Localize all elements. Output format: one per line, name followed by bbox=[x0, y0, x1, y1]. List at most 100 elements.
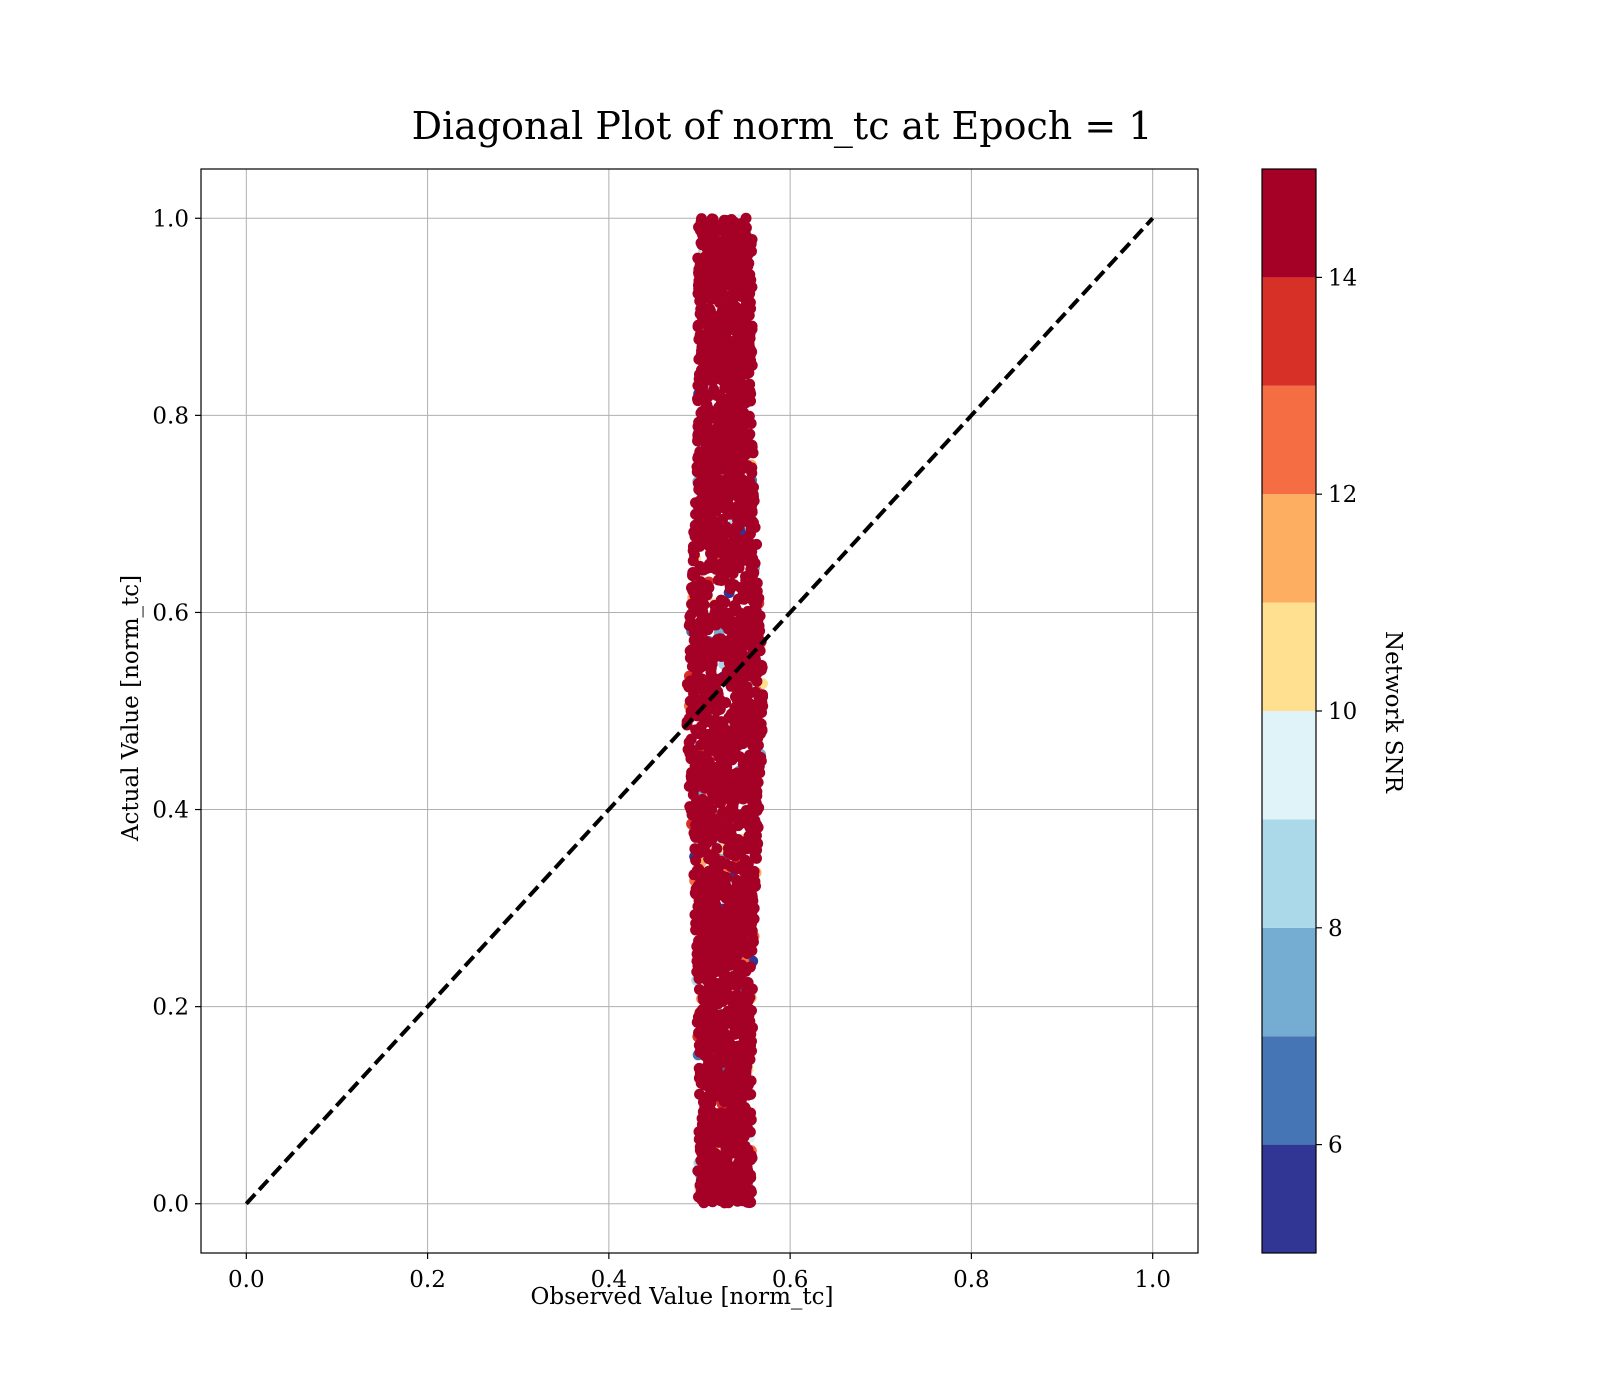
scatter-point bbox=[706, 803, 718, 815]
scatter-point bbox=[726, 234, 738, 246]
scatter-point bbox=[737, 793, 749, 805]
colorbar-segment bbox=[1262, 819, 1316, 928]
scatter-point bbox=[698, 736, 710, 748]
scatter-point bbox=[705, 450, 717, 462]
scatter-point bbox=[740, 993, 752, 1005]
scatter-point bbox=[747, 491, 759, 503]
scatter-point bbox=[746, 515, 758, 527]
scatter-point bbox=[743, 876, 755, 888]
scatter-point bbox=[723, 725, 735, 737]
scatter-point bbox=[711, 951, 723, 963]
scatter-point bbox=[728, 746, 740, 758]
scatter-point bbox=[712, 562, 724, 574]
scatter-point bbox=[710, 1177, 722, 1189]
scatter-point bbox=[704, 660, 716, 672]
y-tick-label: 0.4 bbox=[152, 798, 189, 824]
y-tick-label: 0.0 bbox=[152, 1192, 189, 1218]
scatter-point bbox=[725, 825, 737, 837]
scatter-point bbox=[683, 681, 695, 693]
scatter-point bbox=[748, 865, 760, 877]
scatter-point bbox=[734, 475, 746, 487]
scatter-point bbox=[705, 1056, 717, 1068]
scatter-point bbox=[729, 795, 741, 807]
scatter-point bbox=[706, 1000, 718, 1012]
scatter-point bbox=[730, 632, 742, 644]
scatter-point bbox=[695, 536, 707, 548]
scatter-point bbox=[719, 492, 731, 504]
scatter-point bbox=[699, 436, 711, 448]
scatter-point bbox=[719, 874, 731, 886]
scatter-point bbox=[714, 541, 726, 553]
scatter-point bbox=[727, 910, 739, 922]
scatter-point bbox=[718, 914, 730, 926]
scatter-point bbox=[729, 416, 741, 428]
scatter-point bbox=[737, 426, 749, 438]
scatter-point bbox=[743, 257, 755, 269]
scatter-point bbox=[687, 652, 699, 664]
scatter-point bbox=[724, 884, 736, 896]
scatter-point bbox=[714, 238, 726, 250]
scatter-point bbox=[720, 311, 732, 323]
scatter-point bbox=[725, 708, 737, 720]
scatter-point bbox=[715, 474, 727, 486]
scatter-point bbox=[721, 924, 733, 936]
scatter-point bbox=[707, 213, 719, 225]
scatter-point bbox=[750, 852, 762, 864]
scatter-point bbox=[706, 427, 718, 439]
scatter-point bbox=[724, 560, 736, 572]
scatter-point bbox=[742, 501, 754, 513]
scatter-point bbox=[703, 1186, 715, 1198]
colorbar-segment bbox=[1262, 602, 1316, 711]
scatter-point bbox=[700, 506, 712, 518]
scatter-point bbox=[694, 446, 706, 458]
scatter-point bbox=[739, 344, 751, 356]
colorbar-segment bbox=[1262, 1144, 1316, 1253]
scatter-point bbox=[687, 789, 699, 801]
scatter-point bbox=[695, 237, 707, 249]
scatter-point bbox=[693, 221, 705, 233]
scatter-point bbox=[709, 599, 721, 611]
scatter-point bbox=[714, 1132, 726, 1144]
scatter-point bbox=[698, 564, 710, 576]
scatter-point bbox=[740, 670, 752, 682]
scatter-point bbox=[701, 988, 713, 1000]
scatter-points bbox=[681, 212, 769, 1209]
scatter-point bbox=[694, 935, 706, 947]
scatter-point bbox=[745, 1196, 757, 1208]
scatter-point bbox=[708, 738, 720, 750]
scatter-point bbox=[730, 896, 742, 908]
scatter-point bbox=[746, 1022, 758, 1034]
scatter-point bbox=[700, 521, 712, 533]
scatter-point bbox=[729, 1174, 741, 1186]
scatter-point bbox=[708, 374, 720, 386]
scatter-point bbox=[705, 764, 717, 776]
scatter-point bbox=[754, 625, 766, 637]
scatter-point bbox=[682, 743, 694, 755]
scatter-point bbox=[739, 854, 751, 866]
scatter-point bbox=[726, 223, 738, 235]
scatter-point bbox=[692, 393, 704, 405]
scatter-point bbox=[727, 945, 739, 957]
scatter-point bbox=[701, 1098, 713, 1110]
scatter-point bbox=[746, 1152, 758, 1164]
scatter-point bbox=[708, 777, 720, 789]
colorbar-tick-label: 12 bbox=[1328, 482, 1357, 508]
scatter-point bbox=[713, 225, 725, 237]
scatter-point bbox=[710, 878, 722, 890]
scatter-point bbox=[740, 1067, 752, 1079]
scatter-point bbox=[713, 401, 725, 413]
scatter-point bbox=[702, 728, 714, 740]
scatter-point bbox=[693, 847, 705, 859]
scatter-point bbox=[703, 1070, 715, 1082]
x-axis-ticks: 0.0 0.2 0.4 0.6 0.8 1.0 bbox=[228, 1253, 1171, 1293]
scatter-point bbox=[738, 755, 750, 767]
scatter-point bbox=[740, 584, 752, 596]
scatter-point bbox=[727, 366, 739, 378]
chart-title: Diagonal Plot of norm_tc at Epoch = 1 bbox=[412, 104, 1153, 149]
scatter-point bbox=[736, 696, 748, 708]
scatter-point bbox=[727, 302, 739, 314]
scatter-point bbox=[735, 552, 747, 564]
scatter-point bbox=[742, 1175, 754, 1187]
scatter-point bbox=[731, 874, 743, 886]
scatter-point bbox=[705, 1107, 717, 1119]
